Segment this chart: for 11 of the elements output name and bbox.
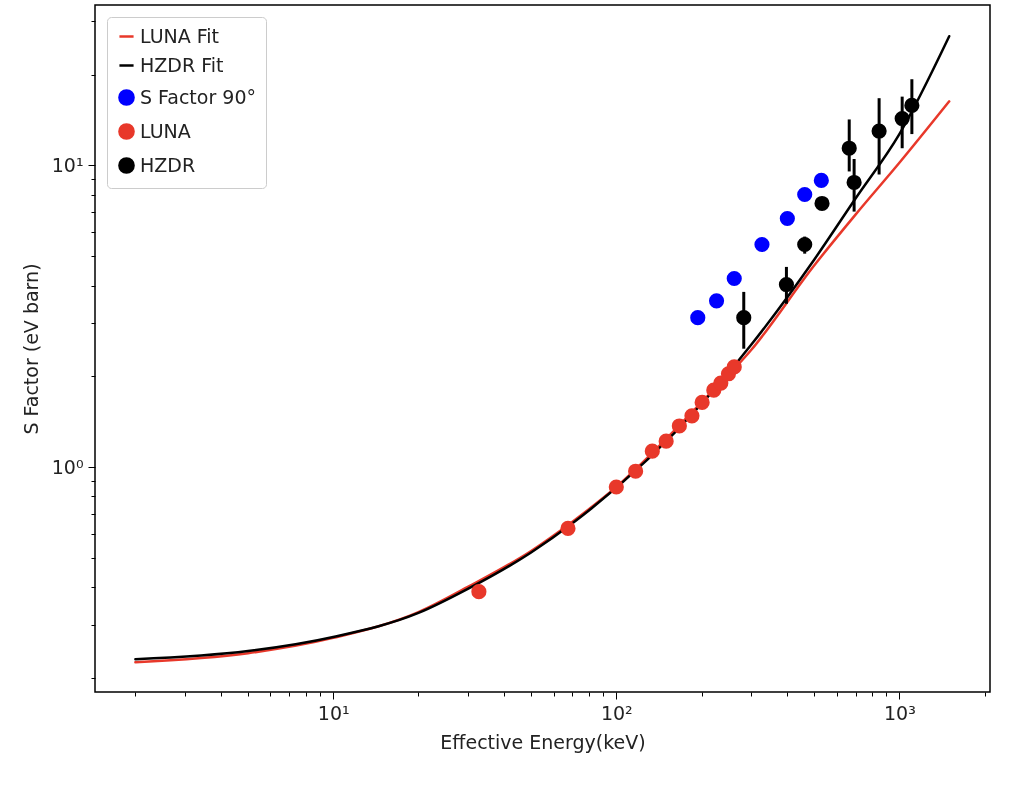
legend-label: S Factor 90°	[140, 85, 256, 108]
y-tick-label: 10⁰	[51, 455, 84, 478]
x-tick-label: 10¹	[317, 701, 350, 724]
x-tick-label: 10²	[600, 701, 633, 724]
legend-label: HZDR Fit	[140, 53, 224, 76]
legend-label: LUNA	[140, 119, 191, 142]
x-axis-title: Effective Energy(keV)	[440, 730, 646, 753]
x-tick-label: 10³	[883, 701, 916, 724]
legend-label: LUNA Fit	[140, 24, 220, 47]
legend-label: HZDR	[140, 153, 196, 176]
y-axis-title: S Factor (eV barn)	[19, 263, 42, 435]
